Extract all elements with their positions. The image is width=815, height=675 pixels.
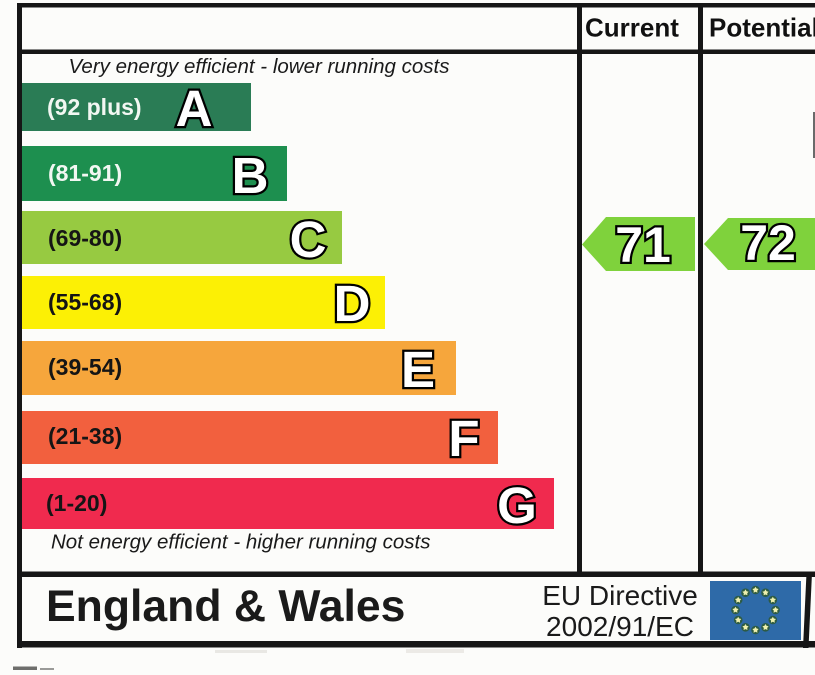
svg-text:71: 71 xyxy=(615,217,671,273)
svg-text:G: G xyxy=(497,477,537,534)
svg-text:E: E xyxy=(401,341,435,398)
svg-text:72: 72 xyxy=(740,215,796,271)
svg-text:(55-68): (55-68) xyxy=(48,289,122,315)
svg-text:Very energy efficient - lower: Very energy efficient - lower running co… xyxy=(69,55,450,78)
svg-text:(81-91): (81-91) xyxy=(48,160,122,186)
svg-text:B: B xyxy=(232,147,269,204)
svg-text:(69-80): (69-80) xyxy=(48,225,122,251)
svg-text:Not energy efficient - higher: Not energy efficient - higher running co… xyxy=(51,531,430,554)
svg-text:EU Directive: EU Directive xyxy=(542,580,698,611)
svg-text:D: D xyxy=(334,275,371,332)
svg-text:2002/91/EC: 2002/91/EC xyxy=(546,611,694,642)
svg-text:C: C xyxy=(290,211,327,268)
svg-text:(92 plus): (92 plus) xyxy=(47,94,142,120)
svg-text:(1-20): (1-20) xyxy=(46,490,107,516)
svg-text:F: F xyxy=(448,410,479,467)
svg-text:A: A xyxy=(176,80,213,137)
svg-text:(39-54): (39-54) xyxy=(48,354,122,380)
svg-text:(21-38): (21-38) xyxy=(48,423,122,449)
svg-text:Potential: Potential xyxy=(709,13,815,43)
svg-text:Current: Current xyxy=(585,13,679,43)
svg-text:England & Wales: England & Wales xyxy=(46,582,405,631)
